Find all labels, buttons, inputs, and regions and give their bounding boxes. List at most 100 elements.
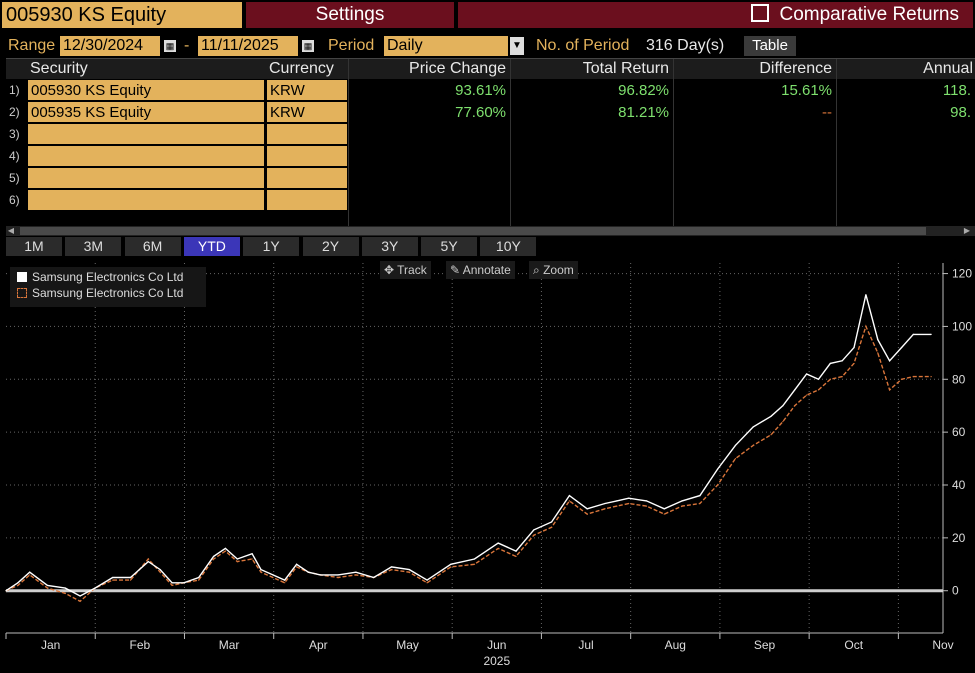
annual-cell xyxy=(836,190,975,211)
period-button-6m[interactable]: 6M xyxy=(124,237,181,256)
magnifier-icon: ⌕ xyxy=(533,263,544,277)
data-point-s2 xyxy=(889,389,891,391)
data-point-s1 xyxy=(295,563,298,565)
data-point-s1 xyxy=(337,574,339,576)
data-point-s1 xyxy=(94,587,96,589)
num-period-value: 316 Day(s) xyxy=(646,37,725,54)
data-point-s1 xyxy=(272,574,274,576)
period-button-3y[interactable]: 3Y xyxy=(361,237,418,256)
header-currency[interactable]: Currency xyxy=(266,59,348,79)
table-button[interactable]: Table xyxy=(744,36,796,56)
difference-cell: -- xyxy=(822,104,832,121)
data-point-s1 xyxy=(912,333,914,335)
total-return-cell: 81.21% xyxy=(618,104,669,121)
zoom-tool[interactable]: ⌕ Zoom xyxy=(529,261,578,279)
annual-cell: 118. xyxy=(942,82,971,99)
annotate-tool[interactable]: ✎ Annotate xyxy=(446,261,515,279)
period-button-ytd[interactable]: YTD xyxy=(183,237,240,256)
data-point-s2 xyxy=(806,394,808,396)
end-calendar-icon[interactable]: ▦ xyxy=(302,40,314,52)
currency-cell[interactable] xyxy=(267,146,347,167)
security-cell[interactable] xyxy=(28,190,264,211)
header-annual[interactable]: Annual xyxy=(836,59,975,79)
header-total-return[interactable]: Total Return xyxy=(510,59,673,79)
data-point-s1 xyxy=(183,582,185,584)
period-button-5y[interactable]: 5Y xyxy=(421,237,478,256)
security-cell[interactable] xyxy=(28,124,264,145)
range-label: Range xyxy=(8,37,56,54)
scroll-left-icon[interactable]: ◀ xyxy=(7,226,15,235)
data-point-s1 xyxy=(782,405,784,407)
start-calendar-icon[interactable]: ▦ xyxy=(164,40,176,52)
security-cell[interactable]: 005935 KS Equity xyxy=(28,102,264,123)
data-point-s2 xyxy=(829,378,831,380)
data-point-s2 xyxy=(794,405,796,407)
data-point-s2 xyxy=(912,376,914,378)
difference-cell: 15.61% xyxy=(781,82,832,99)
x-tick-label: Nov xyxy=(932,638,953,652)
data-point-s1 xyxy=(171,582,173,584)
security-cell[interactable] xyxy=(28,168,264,189)
price-change-cell: 77.60% xyxy=(455,104,506,121)
data-point-s1 xyxy=(616,500,618,502)
chevron-down-icon[interactable]: ▼ xyxy=(510,37,524,55)
scrollbar-thumb[interactable] xyxy=(20,227,926,235)
period-button-10y[interactable]: 10Y xyxy=(480,237,537,256)
data-point-s1 xyxy=(373,576,375,579)
ticker-input[interactable]: 005930 KS Equity xyxy=(2,2,242,28)
total-return-cell xyxy=(510,146,673,167)
x-tick-label: Jul xyxy=(578,638,593,652)
row-number: 2) xyxy=(9,105,20,119)
data-point-s1 xyxy=(236,558,238,560)
header-security[interactable]: Security xyxy=(6,59,266,79)
price-change-cell xyxy=(348,168,510,189)
currency-cell[interactable] xyxy=(267,124,347,145)
x-tick-label: May xyxy=(396,638,419,652)
comparative-returns-tab[interactable]: Comparative Returns xyxy=(458,2,973,28)
currency-cell[interactable] xyxy=(267,168,347,189)
data-point-s1 xyxy=(112,576,114,579)
series-line-1 xyxy=(5,294,932,597)
row-number: 5) xyxy=(9,171,20,185)
end-date-field[interactable]: 11/11/2025 xyxy=(198,36,298,56)
series-line-2 xyxy=(5,324,932,603)
settings-tab[interactable]: Settings xyxy=(246,2,454,28)
currency-cell[interactable]: KRW xyxy=(267,102,347,123)
data-point-s2 xyxy=(17,584,19,587)
period-button-1y[interactable]: 1Y xyxy=(243,237,300,256)
scroll-right-icon[interactable]: ▶ xyxy=(963,226,971,235)
data-point-s2 xyxy=(236,561,238,563)
data-point-s1 xyxy=(829,362,831,365)
data-point-s1 xyxy=(586,508,588,510)
crosshair-icon: ✥ xyxy=(384,263,398,277)
legend-swatch-solid xyxy=(17,272,27,282)
data-point-s2 xyxy=(515,555,517,557)
x-tick-label: Sep xyxy=(754,638,776,652)
track-tool[interactable]: ✥ Track xyxy=(380,261,431,279)
data-point-s1 xyxy=(794,389,796,391)
header-price-change[interactable]: Price Change xyxy=(348,59,510,79)
security-cell[interactable]: 005930 KS Equity xyxy=(28,80,264,101)
data-point-s1 xyxy=(319,574,321,576)
currency-cell[interactable]: KRW xyxy=(267,80,347,101)
data-point-s1 xyxy=(877,339,879,341)
data-point-s1 xyxy=(853,346,855,349)
period-button-3m[interactable]: 3M xyxy=(65,237,122,256)
data-point-s2 xyxy=(79,600,81,602)
start-date-field[interactable]: 12/30/2024 xyxy=(60,36,160,56)
data-point-s2 xyxy=(817,389,820,391)
data-point-s1 xyxy=(147,561,149,563)
legend-label-2: Samsung Electronics Co Ltd xyxy=(32,286,184,300)
legend-swatch-dashed xyxy=(17,288,27,298)
table-scrollbar[interactable]: ◀ ▶ xyxy=(6,226,975,236)
header-difference[interactable]: Difference xyxy=(673,59,836,79)
track-label: Track xyxy=(397,263,427,277)
data-point-s2 xyxy=(426,582,428,584)
period-button-1m[interactable]: 1M xyxy=(6,237,62,256)
total-return-cell xyxy=(510,190,673,211)
period-select[interactable]: Daily xyxy=(384,36,508,56)
data-point-s1 xyxy=(645,500,648,502)
period-button-2y[interactable]: 2Y xyxy=(302,237,359,256)
currency-cell[interactable] xyxy=(267,190,347,211)
security-cell[interactable] xyxy=(28,146,264,167)
